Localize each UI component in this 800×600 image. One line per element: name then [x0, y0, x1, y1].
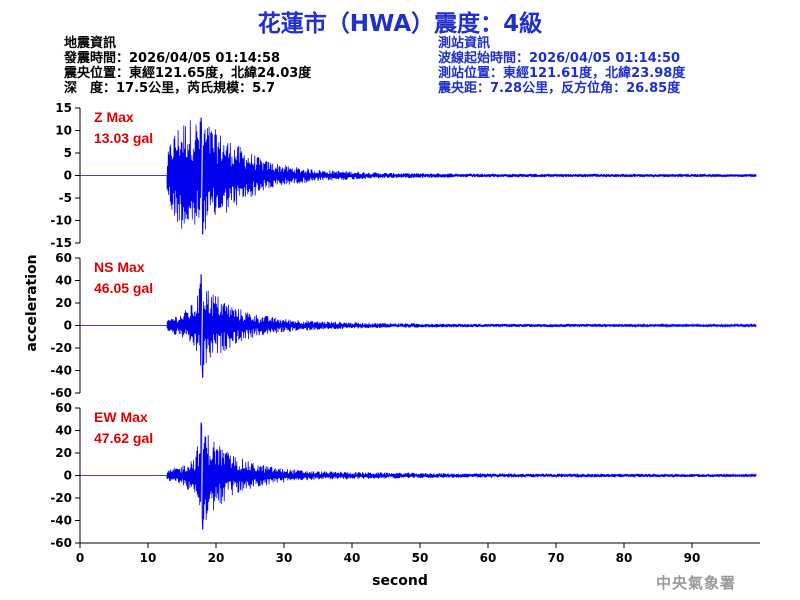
x-axis-label: second — [372, 573, 428, 589]
ns-y-tick-label: -40 — [50, 364, 72, 378]
quake-info-block: 地震資訊 發震時間：2026/04/05 01:14:58 震央位置：東經121… — [64, 36, 311, 96]
ew-y-tick-label: 20 — [55, 446, 72, 460]
z-channel-label: Z Max — [94, 109, 134, 125]
x-tick-label: 70 — [548, 551, 565, 565]
x-tick-label: 60 — [480, 551, 497, 565]
ew-channel-label: EW Max — [94, 409, 148, 425]
ns-y-tick-label: 40 — [55, 274, 72, 288]
station-location: 測站位置：東經121.61度，北緯23.98度 — [438, 66, 686, 81]
station-info-heading: 測站資訊 — [438, 36, 491, 51]
z-y-tick-label: 10 — [55, 124, 72, 138]
z-trace — [80, 117, 757, 235]
x-tick-label: 80 — [616, 551, 633, 565]
ew-y-tick-label: 40 — [55, 424, 72, 438]
z-y-tick-label: -5 — [59, 191, 72, 205]
x-tick-label: 40 — [344, 551, 361, 565]
x-tick-label: 0 — [76, 551, 84, 565]
ew-y-tick-label: -40 — [50, 514, 72, 528]
agency-watermark: 中央氣象署 — [656, 574, 737, 592]
chart-title: 花蓮市（HWA）震度：4級 — [257, 11, 543, 37]
z-y-tick-label: 5 — [64, 146, 72, 160]
x-tick-label: 90 — [684, 551, 701, 565]
ns-y-tick-label: -60 — [50, 386, 72, 400]
ns-y-tick-label: -20 — [50, 341, 72, 355]
ns-y-tick-label: 0 — [64, 319, 72, 333]
z-y-tick-label: 15 — [55, 101, 72, 115]
z-y-tick-label: 0 — [64, 169, 72, 183]
ns-y-tick-label: 20 — [55, 296, 72, 310]
x-tick-label: 10 — [140, 551, 157, 565]
ew-y-tick-label: -20 — [50, 491, 72, 505]
ew-max-label: 47.62 gal — [94, 430, 153, 446]
ns-channel-label: NS Max — [94, 259, 145, 275]
x-tick-label: 20 — [208, 551, 225, 565]
x-tick-label: 50 — [412, 551, 429, 565]
ns-max-label: 46.05 gal — [94, 280, 153, 296]
waveform-start-time: 波線起始時間：2026/04/05 01:14:50 — [438, 51, 681, 66]
ew-y-tick-label: -60 — [50, 536, 72, 550]
x-tick-label: 30 — [276, 551, 293, 565]
depth-magnitude: 深 度：17.5公里，芮氏規模：5.7 — [64, 81, 276, 96]
ew-trace — [80, 422, 757, 530]
station-info-block: 測站資訊 波線起始時間：2026/04/05 01:14:50 測站位置：東經1… — [438, 36, 685, 96]
y-axis-label: acceleration — [24, 254, 40, 351]
ew-y-tick-label: 60 — [55, 401, 72, 415]
z-max-label: 13.03 gal — [94, 130, 153, 146]
epicenter-location: 震央位置：東經121.65度，北緯24.03度 — [64, 66, 312, 81]
z-y-tick-label: -15 — [50, 236, 72, 250]
ew-y-tick-label: 0 — [64, 469, 72, 483]
ns-y-tick-label: 60 — [55, 251, 72, 265]
z-y-tick-label: -10 — [50, 214, 72, 228]
origin-time: 發震時間：2026/04/05 01:14:58 — [64, 51, 281, 66]
ns-trace — [80, 274, 757, 378]
epicentral-distance: 震央距：7.28公里，反方位角：26.85度 — [438, 81, 681, 96]
quake-info-heading: 地震資訊 — [64, 36, 117, 51]
